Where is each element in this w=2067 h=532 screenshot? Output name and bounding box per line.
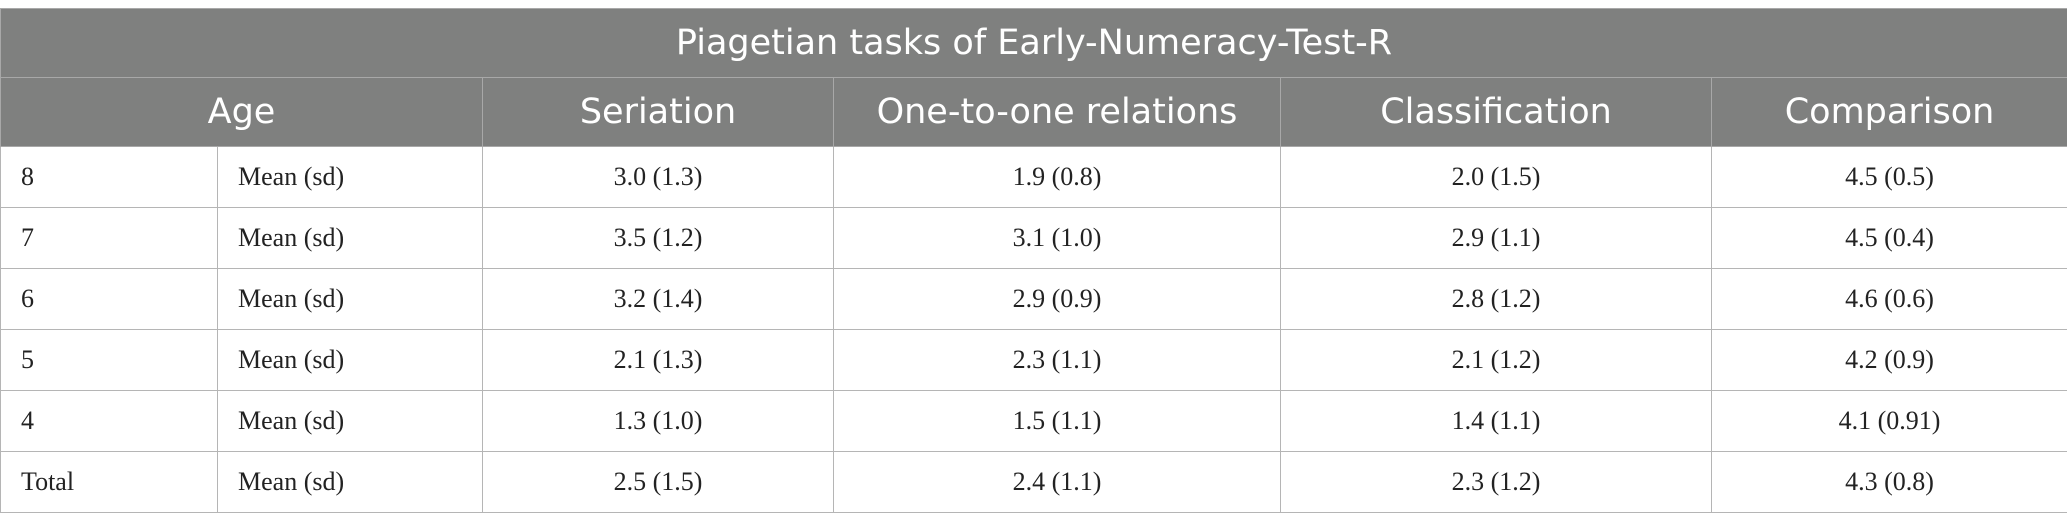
value-cell: 2.9 (1.1) (1280, 207, 1712, 269)
value-cell: 4.5 (0.4) (1710, 207, 2067, 269)
stat-label: Mean (sd) (217, 146, 483, 208)
value-cell: 2.3 (1.2) (1280, 451, 1712, 513)
value-cell: 1.9 (0.8) (833, 146, 1281, 208)
table-row: Total Mean (sd) 2.5 (1.5) 2.4 (1.1) 2.3 (1.2… (0, 451, 2067, 513)
table-row: 6 Mean (sd) 3.2 (1.4) 2.9 (0.9) 2.8 (1.2) 4.6… (0, 268, 2067, 330)
age-cell: 7 (0, 207, 218, 269)
value-cell: 1.3 (1.0) (482, 390, 834, 452)
stat-label: Mean (sd) (217, 268, 483, 330)
table-body: 8 Mean (sd) 3.0 (1.3) 1.9 (0.8) 2.0 (1.5) 4.5… (0, 146, 2067, 513)
table-head: Piagetian tasks of Early-Numeracy-Test-R… (0, 8, 2067, 147)
value-cell: 1.5 (1.1) (833, 390, 1281, 452)
value-cell: 4.2 (0.9) (1710, 329, 2067, 391)
age-cell: 5 (0, 329, 218, 391)
value-cell: 3.0 (1.3) (482, 146, 834, 208)
title-row: Piagetian tasks of Early-Numeracy-Test-R (0, 8, 2067, 78)
table-row: 4 Mean (sd) 1.3 (1.0) 1.5 (1.1) 1.4 (1.1) 4.1… (0, 390, 2067, 452)
value-cell: 2.8 (1.2) (1280, 268, 1712, 330)
value-cell: 3.5 (1.2) (482, 207, 834, 269)
value-cell: 4.3 (0.8) (1710, 451, 2067, 513)
table-row: 5 Mean (sd) 2.1 (1.3) 2.3 (1.1) 2.1 (1.2) 4.2… (0, 329, 2067, 391)
header-row: Age Seriation One-to-one relations Classifi… (0, 77, 2067, 147)
value-cell: 2.4 (1.1) (833, 451, 1281, 513)
stat-label: Mean (sd) (217, 207, 483, 269)
value-cell: 2.1 (1.3) (482, 329, 834, 391)
value-cell: 2.1 (1.2) (1280, 329, 1712, 391)
stat-label: Mean (sd) (217, 329, 483, 391)
value-cell: 2.5 (1.5) (482, 451, 834, 513)
column-header: Classification (1280, 77, 1712, 147)
value-cell: 4.1 (0.91) (1710, 390, 2067, 452)
column-header: Seriation (482, 77, 834, 147)
value-cell: 2.0 (1.5) (1280, 146, 1712, 208)
age-cell: 8 (0, 146, 218, 208)
table-row: 8 Mean (sd) 3.0 (1.3) 1.9 (0.8) 2.0 (1.5) 4.5… (0, 146, 2067, 208)
stat-label: Mean (sd) (217, 390, 483, 452)
value-cell: 3.2 (1.4) (482, 268, 834, 330)
value-cell: 2.9 (0.9) (833, 268, 1281, 330)
column-header: One-to-one relations (833, 77, 1281, 147)
value-cell: 4.6 (0.6) (1710, 268, 2067, 330)
age-cell: 4 (0, 390, 218, 452)
value-cell: 3.1 (1.0) (833, 207, 1281, 269)
column-header: Comparison (1710, 77, 2067, 147)
data-table: Piagetian tasks of Early-Numeracy-Test-R… (0, 8, 2067, 513)
column-header: Age (0, 77, 483, 147)
value-cell: 1.4 (1.1) (1280, 390, 1712, 452)
age-cell: Total (0, 451, 218, 513)
stat-label: Mean (sd) (217, 451, 483, 513)
age-cell: 6 (0, 268, 218, 330)
table-title: Piagetian tasks of Early-Numeracy-Test-R (0, 8, 2067, 78)
table-row: 7 Mean (sd) 3.5 (1.2) 3.1 (1.0) 2.9 (1.1) 4.5… (0, 207, 2067, 269)
value-cell: 4.5 (0.5) (1710, 146, 2067, 208)
value-cell: 2.3 (1.1) (833, 329, 1281, 391)
